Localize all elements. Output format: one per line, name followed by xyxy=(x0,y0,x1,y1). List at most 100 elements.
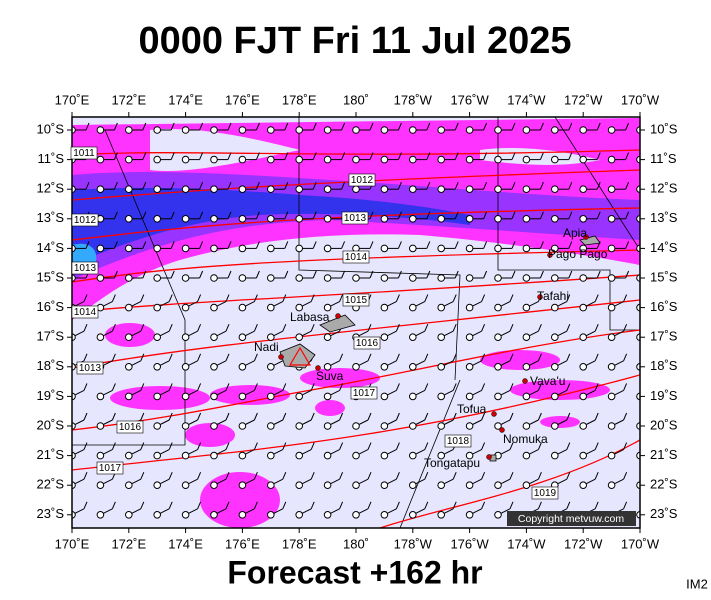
barb-flag xyxy=(142,211,147,219)
barb-station xyxy=(125,155,133,164)
barb-flag xyxy=(511,241,516,249)
barb-flag xyxy=(168,442,173,450)
barb-station xyxy=(238,185,247,193)
barb-station xyxy=(181,185,190,193)
longitude-label: 172˚W xyxy=(564,536,603,551)
barb-flag xyxy=(227,241,232,249)
isobar-label: 1011 xyxy=(73,148,95,159)
barb-station xyxy=(409,303,417,312)
isobar-label-box xyxy=(341,211,369,225)
barb-flag xyxy=(566,353,571,361)
barb-flag xyxy=(424,324,429,332)
barb-station xyxy=(72,481,76,489)
barb-station xyxy=(125,363,133,371)
barb-station xyxy=(522,333,531,342)
barb-station xyxy=(465,481,474,490)
barb-station xyxy=(295,126,304,134)
barb-flag xyxy=(424,294,429,302)
barb-flag xyxy=(339,501,344,509)
barb-station xyxy=(607,244,616,253)
longitude-label: 174˚E xyxy=(168,536,203,551)
barb-flag xyxy=(537,442,542,450)
isobar-label-box xyxy=(71,305,99,319)
longitude-label: 178˚W xyxy=(394,92,433,107)
barb-flag xyxy=(197,442,202,450)
barb-station xyxy=(636,303,640,312)
barb-flag xyxy=(284,152,289,160)
barb-station xyxy=(494,155,502,164)
barb-station xyxy=(125,511,133,519)
barb-station xyxy=(636,244,640,253)
barb-station xyxy=(636,215,640,223)
barb-flag xyxy=(170,211,175,219)
barb-flag xyxy=(537,501,542,509)
barb-flag xyxy=(454,152,459,160)
barb-flag xyxy=(199,241,204,249)
barb-station xyxy=(323,215,332,223)
barb-station xyxy=(210,126,218,134)
barb-station xyxy=(522,274,531,282)
barb-flag xyxy=(483,211,488,219)
barb-flag xyxy=(509,383,514,391)
barb-station xyxy=(636,363,640,371)
barb-flag xyxy=(197,383,202,391)
barb-station xyxy=(494,215,502,223)
barb-flag xyxy=(310,472,315,480)
barb-station xyxy=(380,333,389,342)
barb-station xyxy=(210,303,218,312)
barb-station xyxy=(153,451,161,460)
barb-flag xyxy=(339,442,344,450)
barb-flag xyxy=(395,501,400,509)
barb-station xyxy=(238,155,247,164)
barb-station xyxy=(636,155,640,164)
latitude-label: 21˚S xyxy=(37,447,65,462)
barb-station xyxy=(210,363,218,371)
barb-station xyxy=(409,481,417,490)
barb-flag xyxy=(255,152,260,160)
barb-flag xyxy=(454,241,459,249)
barb-station xyxy=(125,481,133,490)
barb-flag xyxy=(395,294,400,302)
barb-flag xyxy=(199,182,204,190)
barb-station xyxy=(465,185,474,193)
latitude-label: 10˚S xyxy=(37,121,65,136)
barb-station xyxy=(522,185,531,193)
barb-flag xyxy=(426,211,431,219)
barb-station xyxy=(238,303,247,312)
barb-station xyxy=(210,215,218,223)
barb-station xyxy=(409,244,417,253)
barb-flag xyxy=(594,353,599,361)
barb-station xyxy=(267,185,275,193)
barb-station xyxy=(437,215,446,223)
longitude-label: 178˚E xyxy=(282,536,317,551)
longitude-label: 174˚W xyxy=(507,92,546,107)
barb-station xyxy=(72,244,76,253)
barb-station xyxy=(238,511,247,519)
barb-station xyxy=(267,303,275,312)
barb-station xyxy=(636,481,640,489)
barb-station xyxy=(465,303,474,312)
barb-flag xyxy=(282,442,287,450)
barb-flag xyxy=(113,211,118,219)
barb-flag xyxy=(566,501,571,509)
barb-flag xyxy=(199,152,204,160)
isobar-label-box xyxy=(70,146,98,160)
barb-flag xyxy=(539,241,544,249)
barb-station xyxy=(153,511,161,519)
barb-station xyxy=(579,215,588,223)
barb-station xyxy=(607,303,616,312)
barb-station xyxy=(125,244,133,253)
footer: Forecast +162 hr xyxy=(227,554,482,590)
place-label: Nomuka xyxy=(503,432,548,446)
barb-flag xyxy=(594,501,599,509)
barb-flag xyxy=(367,353,372,361)
barb-station xyxy=(267,392,275,401)
barb-flag xyxy=(310,501,315,509)
barb-station xyxy=(551,126,559,134)
barb-flag xyxy=(397,270,402,279)
barb-flag xyxy=(170,241,175,249)
barb-station xyxy=(607,185,616,193)
barb-flag xyxy=(83,294,88,302)
barb-station xyxy=(295,244,304,253)
barb-flag xyxy=(483,152,488,160)
